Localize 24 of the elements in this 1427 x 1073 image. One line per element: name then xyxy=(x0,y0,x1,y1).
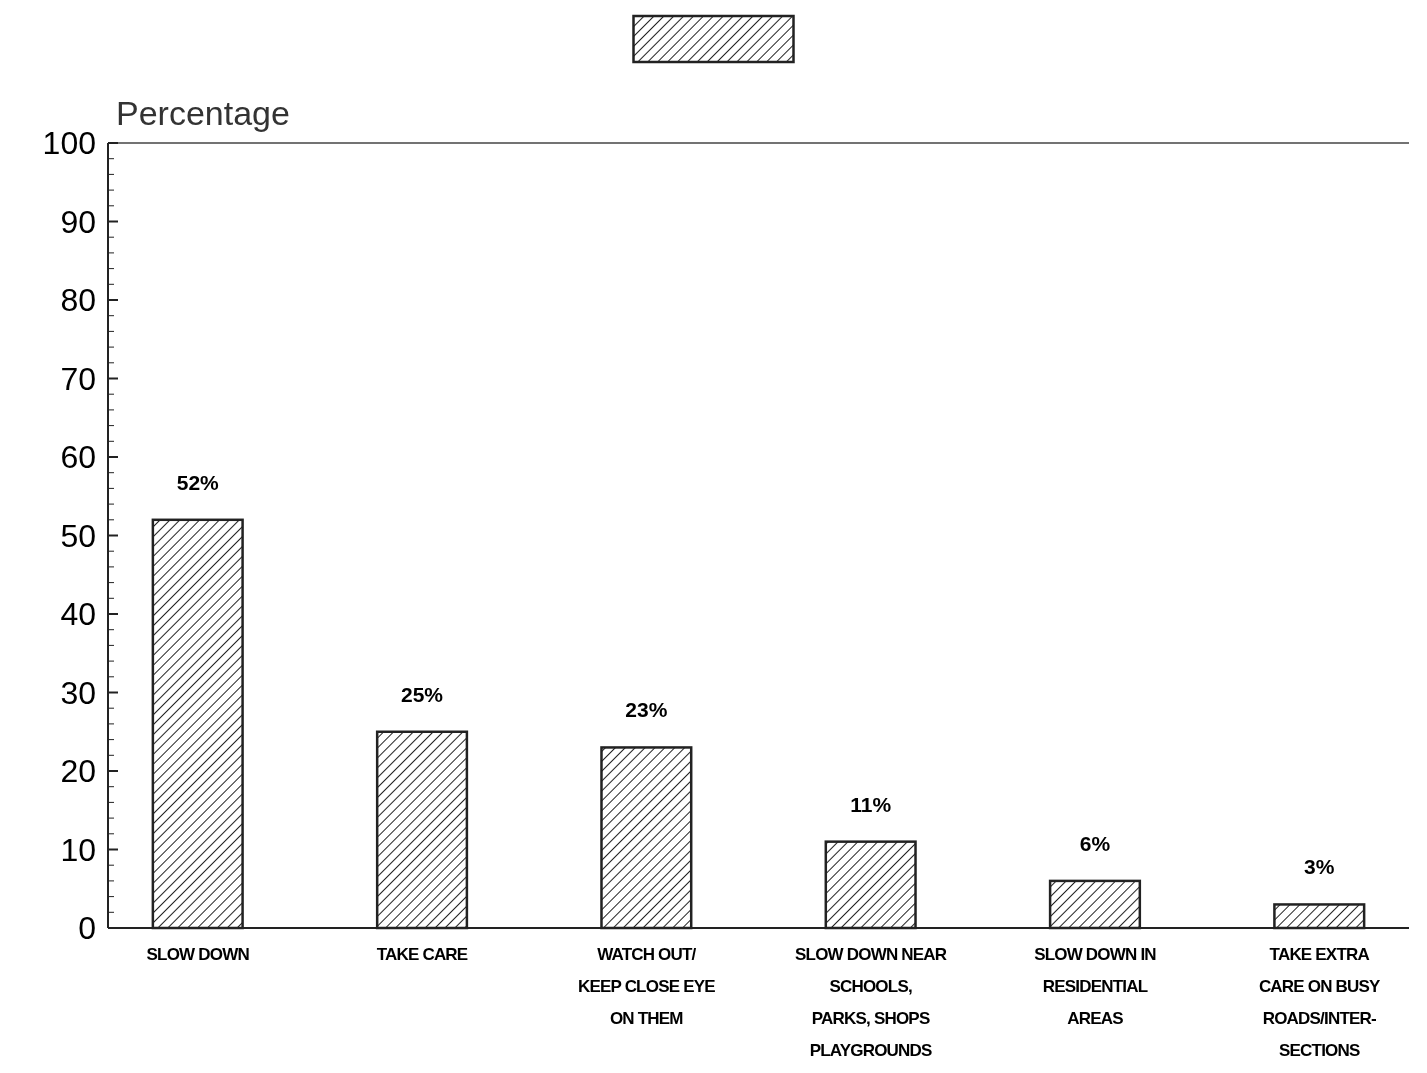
y-tick-label: 20 xyxy=(60,753,96,790)
data-label: 23% xyxy=(625,698,668,722)
y-tick-label: 10 xyxy=(60,831,96,868)
x-tick-label: WATCH OUT/ KEEP CLOSE EYE ON THEM xyxy=(577,945,716,1028)
data-label: 25% xyxy=(401,682,444,706)
data-label: 6% xyxy=(1079,831,1111,855)
y-tick-label: 60 xyxy=(60,439,96,476)
y-tick-label: 100 xyxy=(42,125,96,162)
y-tick-label: 80 xyxy=(60,282,96,319)
x-tick-label: SLOW DOWN NEAR SCHOOLS, PARKS, SHOPS PLAYGROUNDS xyxy=(795,945,947,1060)
x-tick-label: TAKE CARE xyxy=(376,945,468,964)
y-tick-label: 0 xyxy=(78,910,96,947)
y-axis-title: Percentage xyxy=(116,94,290,132)
x-tick-label: SLOW DOWN xyxy=(146,945,250,964)
y-tick-label: 90 xyxy=(60,203,96,240)
y-tick-label: 70 xyxy=(60,360,96,397)
y-tick-label: 50 xyxy=(60,517,96,554)
y-tick-label: 30 xyxy=(60,674,96,711)
x-tick-label: SLOW DOWN IN RESIDENTIAL AREAS xyxy=(1034,945,1157,1028)
data-label: 52% xyxy=(176,470,220,494)
x-tick-label: TAKE EXTRA CARE ON BUSY ROADS/INTER-SECTIONS xyxy=(1258,945,1382,1060)
data-label: 3% xyxy=(1304,855,1335,879)
y-tick-label: 40 xyxy=(60,596,96,633)
data-label: 11% xyxy=(850,792,892,816)
